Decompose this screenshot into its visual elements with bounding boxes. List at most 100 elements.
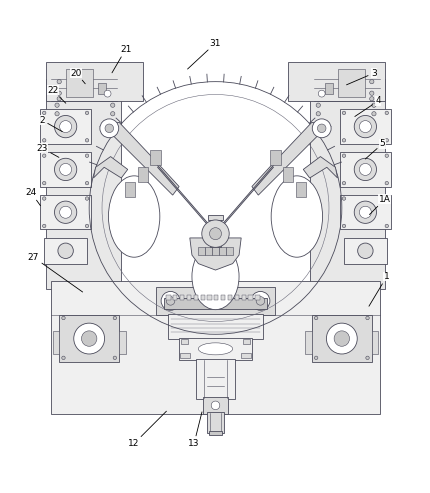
Circle shape xyxy=(314,356,317,359)
Circle shape xyxy=(359,163,371,176)
Circle shape xyxy=(353,201,376,223)
Bar xyxy=(40,152,91,186)
Circle shape xyxy=(55,111,59,116)
Circle shape xyxy=(113,356,116,359)
Bar xyxy=(305,331,311,354)
Bar xyxy=(155,287,275,315)
Text: 5: 5 xyxy=(365,139,384,159)
Circle shape xyxy=(326,323,356,354)
Text: 2: 2 xyxy=(39,116,62,132)
Bar xyxy=(343,238,386,264)
Bar xyxy=(309,79,384,289)
Circle shape xyxy=(250,291,269,310)
Bar xyxy=(46,79,121,289)
Bar xyxy=(196,359,234,398)
Bar xyxy=(209,431,221,435)
Circle shape xyxy=(353,158,376,180)
Bar xyxy=(208,215,222,220)
Circle shape xyxy=(57,97,61,101)
Circle shape xyxy=(43,139,46,142)
Bar xyxy=(339,152,390,186)
Bar xyxy=(206,412,224,433)
Circle shape xyxy=(55,103,59,107)
Bar xyxy=(221,295,225,300)
Polygon shape xyxy=(100,122,179,195)
Circle shape xyxy=(54,158,77,180)
Text: 31: 31 xyxy=(187,38,221,69)
Circle shape xyxy=(211,401,219,410)
Polygon shape xyxy=(212,246,218,255)
Circle shape xyxy=(341,197,345,200)
Circle shape xyxy=(341,181,345,185)
Bar xyxy=(207,295,211,300)
Circle shape xyxy=(316,124,325,133)
Circle shape xyxy=(369,91,373,95)
Text: 3: 3 xyxy=(346,69,376,85)
Bar xyxy=(119,331,125,354)
Bar xyxy=(248,295,252,300)
Circle shape xyxy=(54,201,77,223)
Bar xyxy=(209,219,221,246)
Text: 1A: 1A xyxy=(369,195,390,214)
Bar xyxy=(339,109,390,144)
Bar xyxy=(50,281,380,414)
Bar xyxy=(40,109,91,144)
Circle shape xyxy=(341,224,345,228)
Circle shape xyxy=(85,154,89,157)
Polygon shape xyxy=(303,157,337,178)
Bar xyxy=(241,295,246,300)
Ellipse shape xyxy=(198,343,232,355)
Bar xyxy=(324,83,332,94)
Circle shape xyxy=(384,197,387,200)
Circle shape xyxy=(255,297,264,305)
Polygon shape xyxy=(124,182,135,197)
Bar xyxy=(193,295,197,300)
Bar xyxy=(179,338,251,360)
Polygon shape xyxy=(205,246,212,255)
Bar xyxy=(44,238,87,264)
Polygon shape xyxy=(251,122,330,195)
Circle shape xyxy=(59,121,71,133)
Ellipse shape xyxy=(108,176,160,257)
Bar xyxy=(186,295,190,300)
Circle shape xyxy=(384,139,387,142)
Circle shape xyxy=(111,103,115,107)
Polygon shape xyxy=(218,246,225,255)
Circle shape xyxy=(314,317,317,320)
Circle shape xyxy=(384,181,387,185)
Bar xyxy=(65,69,93,97)
Circle shape xyxy=(85,111,89,114)
Circle shape xyxy=(59,163,71,176)
Polygon shape xyxy=(198,246,205,255)
Circle shape xyxy=(201,220,229,247)
Bar xyxy=(202,397,228,414)
Circle shape xyxy=(105,124,114,133)
Text: 4: 4 xyxy=(354,97,380,116)
Polygon shape xyxy=(270,150,280,165)
Polygon shape xyxy=(189,238,241,270)
Circle shape xyxy=(74,323,104,354)
Bar xyxy=(180,295,184,300)
Circle shape xyxy=(315,103,319,107)
Circle shape xyxy=(333,331,349,346)
Text: 22: 22 xyxy=(47,86,66,103)
Text: 27: 27 xyxy=(28,253,83,292)
Bar xyxy=(98,83,106,94)
Circle shape xyxy=(384,224,387,228)
Circle shape xyxy=(43,181,46,185)
Text: 13: 13 xyxy=(188,412,202,448)
Bar xyxy=(243,339,249,344)
Polygon shape xyxy=(150,150,160,165)
Polygon shape xyxy=(93,157,127,178)
Circle shape xyxy=(166,297,175,305)
Circle shape xyxy=(100,119,118,138)
Bar xyxy=(166,295,170,300)
Bar xyxy=(59,315,119,362)
Bar xyxy=(52,331,59,354)
Polygon shape xyxy=(283,167,293,182)
Bar xyxy=(173,295,177,300)
Bar xyxy=(181,339,187,344)
Circle shape xyxy=(312,119,330,138)
Circle shape xyxy=(43,111,46,114)
Circle shape xyxy=(357,243,372,258)
